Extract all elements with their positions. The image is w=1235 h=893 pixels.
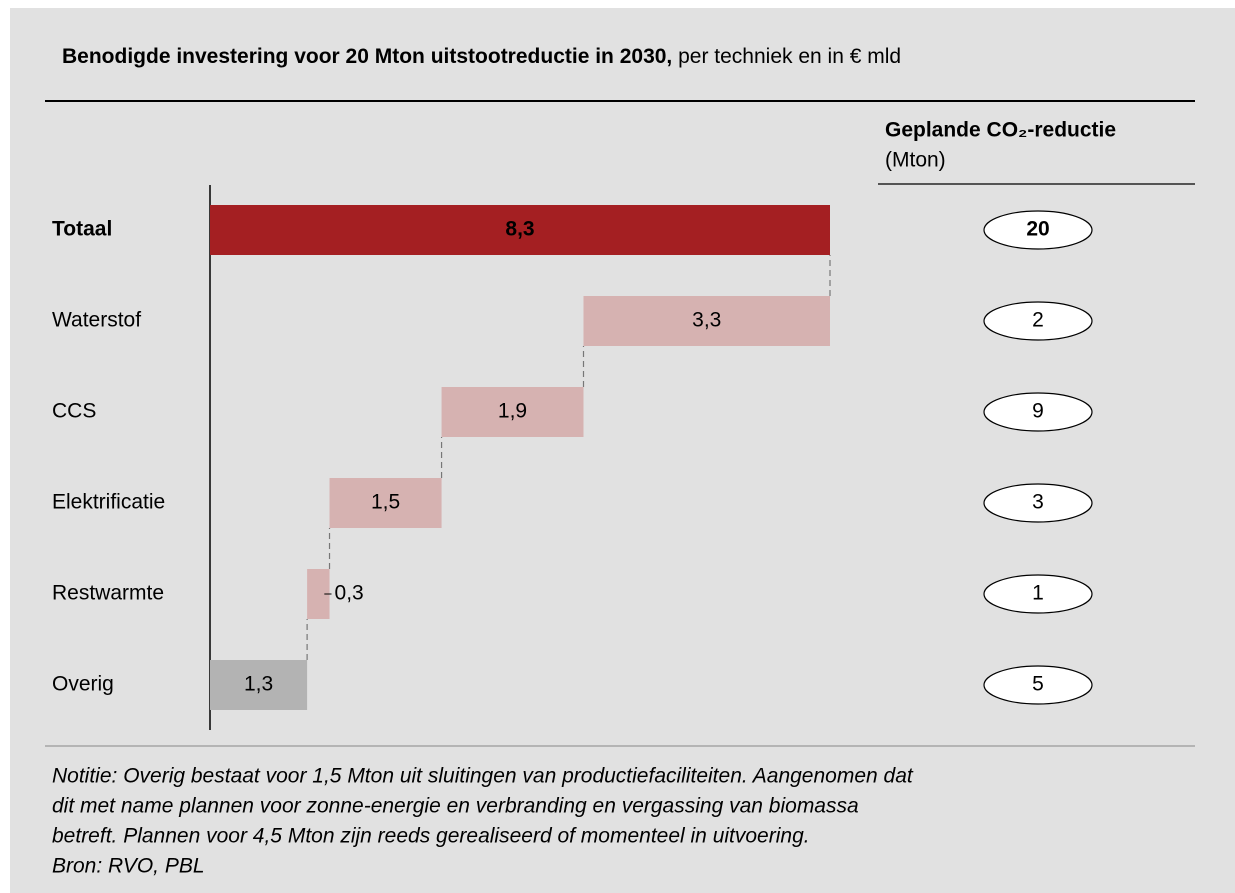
note-line: dit met name plannen voor zonne-energie … <box>52 795 859 818</box>
side-value: 3 <box>1032 491 1044 514</box>
chart-title: Benodigde investering voor 20 Mton uitst… <box>62 45 901 68</box>
subtitle: per techniek en in € mld <box>672 45 901 68</box>
category-label: Totaal <box>52 218 112 241</box>
badge <box>983 210 1093 250</box>
side-unit: (Mton) <box>885 149 946 172</box>
badge <box>983 574 1093 614</box>
category-label: Restwarmte <box>52 582 164 605</box>
bar <box>441 387 584 437</box>
side-value: 5 <box>1032 673 1044 696</box>
value-label: 1,9 <box>498 400 527 423</box>
category-label: Overig <box>52 673 114 696</box>
bar <box>307 569 330 619</box>
value-label: 1,3 <box>244 673 273 696</box>
badge <box>983 665 1093 705</box>
side-header: Geplande CO₂-reductie <box>885 119 1116 142</box>
bar <box>583 296 830 346</box>
badge <box>983 301 1093 341</box>
side-value: 1 <box>1032 582 1044 605</box>
value-label: 1,5 <box>371 491 400 514</box>
badge <box>983 483 1093 523</box>
side-value: 9 <box>1032 400 1044 423</box>
note-line: betreft. Plannen voor 4,5 Mton zijn reed… <box>52 825 810 848</box>
category-label: Elektrificatie <box>52 491 165 514</box>
side-value: 2 <box>1032 309 1044 332</box>
side-value: 20 <box>1026 218 1049 241</box>
category-label: Waterstof <box>52 309 141 332</box>
value-label: 0,3 <box>335 582 364 605</box>
title-bold: Benodigde investering voor 20 Mton uitst… <box>62 45 672 68</box>
bar <box>210 205 830 255</box>
source: Bron: RVO, PBL <box>52 855 205 878</box>
value-label: 3,3 <box>692 309 721 332</box>
bar <box>329 478 442 528</box>
bar <box>210 660 308 710</box>
value-label: 8,3 <box>505 218 534 241</box>
badge <box>983 392 1093 432</box>
category-label: CCS <box>52 400 96 423</box>
note-line: Notitie: Overig bestaat voor 1,5 Mton ui… <box>52 765 914 788</box>
